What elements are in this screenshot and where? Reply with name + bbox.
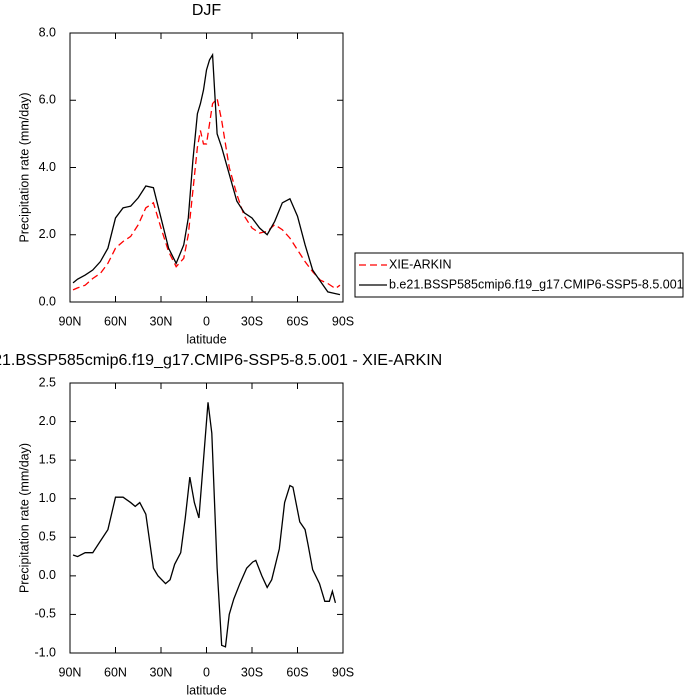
y-tick-label: -1.0: [34, 645, 56, 659]
x-tick-label: 30N: [150, 665, 173, 679]
y-tick-label: 0.0: [39, 294, 56, 308]
x-tick-label: 0: [203, 665, 210, 679]
plot-frame: [69, 32, 344, 303]
x-tick-label: 60S: [286, 665, 308, 679]
y-tick-label: 2.0: [39, 227, 56, 241]
y-tick-label: -0.5: [34, 607, 56, 621]
y-tick-label: 4.0: [39, 160, 56, 174]
x-axis-label: latitude: [186, 332, 226, 346]
y-tick-label: 0.0: [39, 568, 56, 582]
y-tick-label: 2.5: [39, 375, 56, 389]
x-tick-label: 30N: [150, 314, 173, 328]
y-tick-label: 6.0: [39, 93, 56, 107]
y-axis-label: Precipitation rate (mm/day): [17, 92, 31, 242]
x-tick-label: 0: [203, 314, 210, 328]
x-axis-label: latitude: [186, 683, 226, 697]
chart-title: DJF: [192, 2, 222, 19]
y-tick-label: 1.5: [39, 452, 56, 466]
y-tick-label: 1.0: [39, 491, 56, 505]
x-tick-label: 60S: [286, 314, 308, 328]
data-line: [72, 52, 341, 296]
plot-frame: [69, 382, 344, 654]
x-tick-label: 30S: [241, 665, 263, 679]
legend-box: [354, 252, 684, 298]
y-axis-label: Precipitation rate (mm/day): [17, 443, 31, 593]
legend-label: XIE-ARKIN: [389, 257, 452, 271]
x-tick-label: 90S: [332, 314, 354, 328]
data-line: [72, 97, 341, 291]
x-tick-label: 30S: [241, 314, 263, 328]
x-tick-label: 90S: [332, 665, 354, 679]
legend-label: b.e21.BSSP585cmip6.f19_g17.CMIP6-SSP5-8.…: [389, 277, 684, 291]
x-tick-label: 60N: [104, 665, 127, 679]
x-tick-label: 90N: [59, 314, 82, 328]
x-tick-label: 60N: [104, 314, 127, 328]
chart-title: b.e21.BSSP585cmip6.f19_g17.CMIP6-SSP5-8.…: [0, 352, 442, 369]
y-tick-label: 0.5: [39, 530, 56, 544]
data-line: [72, 402, 337, 648]
x-tick-label: 90N: [59, 665, 82, 679]
y-tick-label: 8.0: [39, 25, 56, 39]
y-tick-label: 2.0: [39, 414, 56, 428]
